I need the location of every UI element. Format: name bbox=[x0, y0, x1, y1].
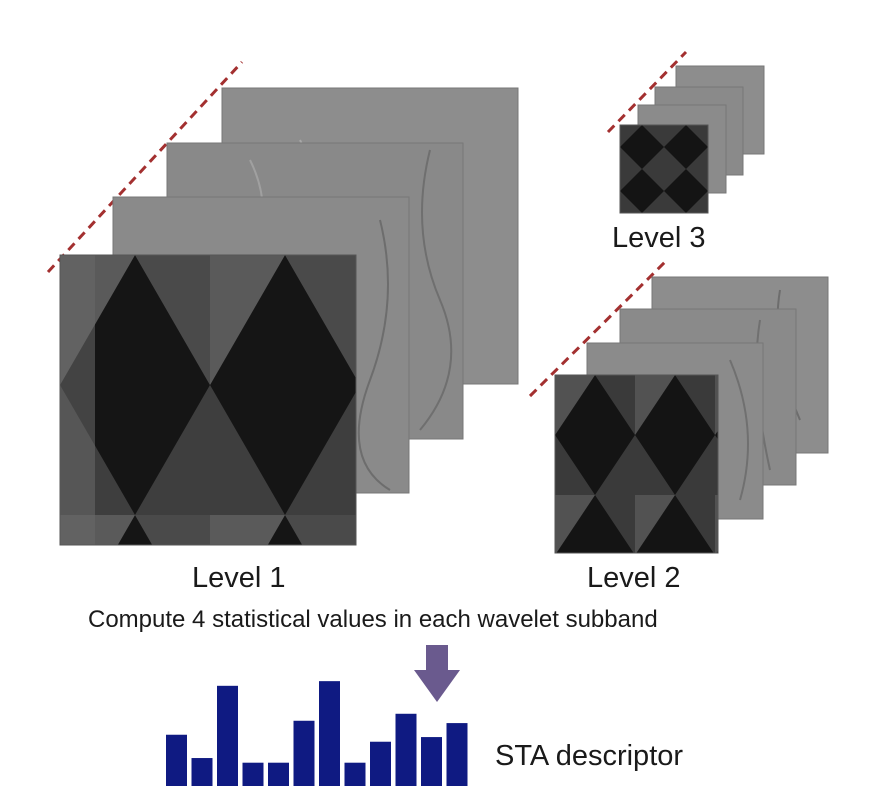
down-arrow-icon bbox=[414, 645, 460, 702]
descriptor-bar bbox=[421, 737, 442, 786]
descriptor-bar bbox=[191, 758, 213, 786]
level1-stack bbox=[46, 60, 519, 546]
descriptor-bar bbox=[370, 741, 391, 786]
descriptor-bar bbox=[344, 762, 366, 786]
sta-descriptor-histogram bbox=[166, 681, 468, 786]
level2-approx bbox=[555, 375, 718, 553]
descriptor-bar bbox=[268, 762, 289, 786]
level1-label: Level 1 bbox=[192, 562, 286, 594]
level3-stack bbox=[606, 50, 765, 214]
level3-dashed-line bbox=[606, 50, 688, 134]
descriptor-bar bbox=[242, 762, 264, 786]
level2-label: Level 2 bbox=[587, 562, 681, 594]
descriptor-bar bbox=[293, 720, 315, 786]
descriptor-bar bbox=[319, 681, 340, 786]
level2-dashed-line bbox=[528, 260, 667, 398]
level1-approx bbox=[60, 255, 356, 545]
descriptor-bar bbox=[217, 685, 238, 786]
descriptor-bar bbox=[446, 723, 468, 786]
caption: Compute 4 statistical values in each wav… bbox=[88, 606, 658, 633]
level3-approx bbox=[620, 125, 708, 213]
descriptor-label: STA descriptor bbox=[495, 740, 684, 772]
descriptor-bar bbox=[395, 713, 417, 786]
descriptor-bar bbox=[166, 734, 187, 786]
level3-label: Level 3 bbox=[612, 222, 706, 254]
level2-stack bbox=[528, 260, 829, 554]
level1-dashed-line bbox=[46, 60, 244, 274]
